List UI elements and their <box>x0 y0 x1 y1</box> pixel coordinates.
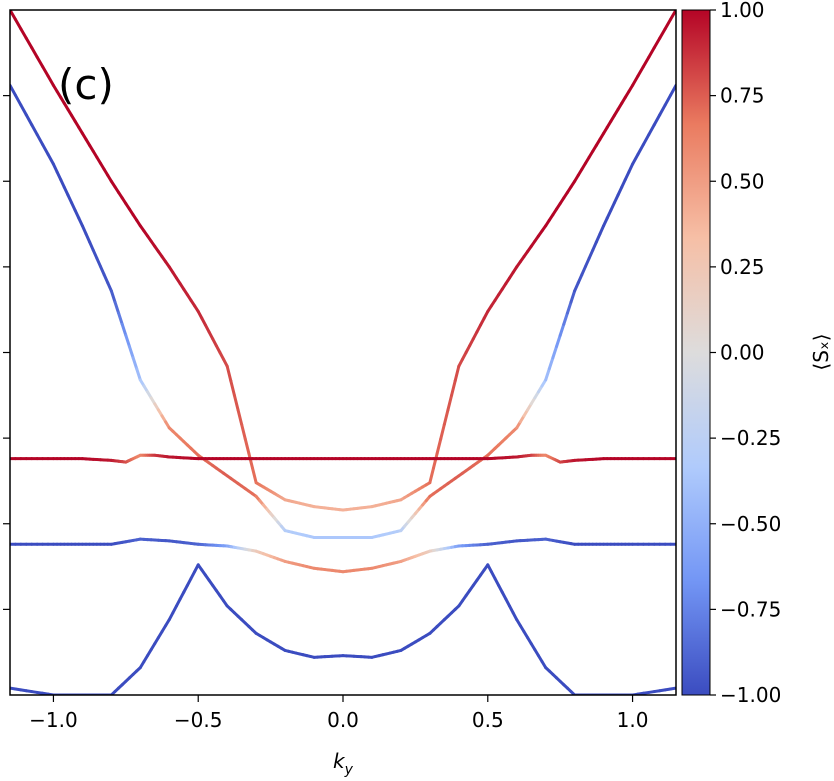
x-tick-label: −0.5 <box>174 708 223 732</box>
band-segment <box>41 65 50 78</box>
band-segment <box>652 113 662 127</box>
band-segment <box>435 437 443 456</box>
colorbar-label: ⟨Sₓ⟩ <box>809 333 833 370</box>
band-segment <box>124 333 131 349</box>
band-segment <box>547 356 555 371</box>
band-segment <box>30 46 39 59</box>
band-segment <box>251 466 258 485</box>
band-segment <box>30 123 39 137</box>
band-segment <box>446 393 454 412</box>
band-segment <box>647 46 656 59</box>
band-segment <box>641 55 651 69</box>
band-segment <box>636 142 645 156</box>
band-segment <box>663 17 673 31</box>
y-axis-ticks <box>3 95 10 610</box>
band-2 <box>10 83 676 539</box>
colorbar-tick-label: 0.75 <box>720 84 765 108</box>
band-segment <box>13 93 23 107</box>
band-segment <box>565 300 573 315</box>
band-segment <box>120 322 128 337</box>
band-3 <box>10 453 676 464</box>
band-segment <box>652 36 662 50</box>
band-segment <box>35 55 45 69</box>
band-segment <box>131 356 139 371</box>
band-segment <box>24 36 34 50</box>
band-segment <box>453 364 461 383</box>
x-axis-ticks: −1.0 −0.5 0.0 0.5 1.0 <box>29 695 648 732</box>
band-1 <box>10 10 676 512</box>
band-segment <box>450 379 457 397</box>
band-segment <box>24 113 34 127</box>
band-segment <box>544 367 551 382</box>
band-segment <box>439 422 446 441</box>
x-axis-label-sub: y <box>344 762 354 778</box>
band-segment <box>225 364 233 383</box>
panel-label: (c) <box>58 60 114 109</box>
colorbar-tick-label: −0.25 <box>720 426 781 450</box>
x-axis-label: ky <box>333 749 354 778</box>
band-segment <box>19 27 28 40</box>
band-segment <box>109 289 117 304</box>
colorbar-tick-label: 0.25 <box>720 255 765 279</box>
band-segment <box>13 17 23 31</box>
band-segment <box>229 379 236 397</box>
band-segment <box>647 123 656 137</box>
colorbar-tick-label: −1.00 <box>720 683 781 707</box>
band-segment <box>46 152 55 166</box>
band-segment <box>247 452 255 470</box>
band-segment <box>555 333 562 349</box>
band-segment <box>41 142 50 156</box>
band-segment <box>442 408 450 426</box>
x-tick-label: 0.5 <box>472 708 504 732</box>
band-segment <box>19 103 28 117</box>
band-segment <box>551 345 559 360</box>
band-segment <box>669 10 676 21</box>
band-4 <box>10 537 676 574</box>
band-segment <box>428 466 435 485</box>
band-segment <box>658 103 667 117</box>
colorbar-tick-label: 0.00 <box>720 341 765 365</box>
band-5 <box>10 563 676 695</box>
band-segment <box>663 93 673 107</box>
band-segment <box>240 422 247 441</box>
band-segment <box>569 289 577 304</box>
band-segment <box>236 408 244 426</box>
band-curves <box>10 10 676 695</box>
band-segment <box>35 133 45 146</box>
colorbar <box>681 9 711 696</box>
band-segment <box>631 74 640 87</box>
band-segment <box>558 322 566 337</box>
x-axis-label-main: k <box>333 749 346 773</box>
colorbar-ticks: 1.00 0.75 0.50 0.25 0.00 −0.25 −0.50 −0.75 −1.00 <box>710 0 781 707</box>
x-tick-label: 1.0 <box>617 708 649 732</box>
band-segment <box>636 65 645 78</box>
band-segment <box>658 27 667 40</box>
colorbar-tick-label: 0.50 <box>720 169 765 193</box>
band-segment <box>669 83 676 97</box>
band-segment <box>10 83 17 97</box>
band-segment <box>232 393 240 412</box>
x-tick-label: 0.0 <box>327 708 359 732</box>
colorbar-tick-label: −0.75 <box>720 597 781 621</box>
colorbar-tick-label: 1.00 <box>720 0 765 22</box>
band-segment <box>243 437 251 456</box>
colorbar-tick-label: −0.50 <box>720 512 781 536</box>
band-segment <box>641 133 651 146</box>
band-segment <box>562 311 569 326</box>
x-tick-label: −1.0 <box>29 708 78 732</box>
band-segment <box>117 311 124 326</box>
band-segment <box>135 367 142 382</box>
plot-frame <box>9 9 677 696</box>
band-segment <box>431 452 439 470</box>
band-segment <box>631 152 640 166</box>
band-segment <box>113 300 121 315</box>
band-segment <box>127 345 135 360</box>
band-segment <box>46 74 55 87</box>
band-segment <box>669 686 676 691</box>
band-segment <box>10 10 17 21</box>
